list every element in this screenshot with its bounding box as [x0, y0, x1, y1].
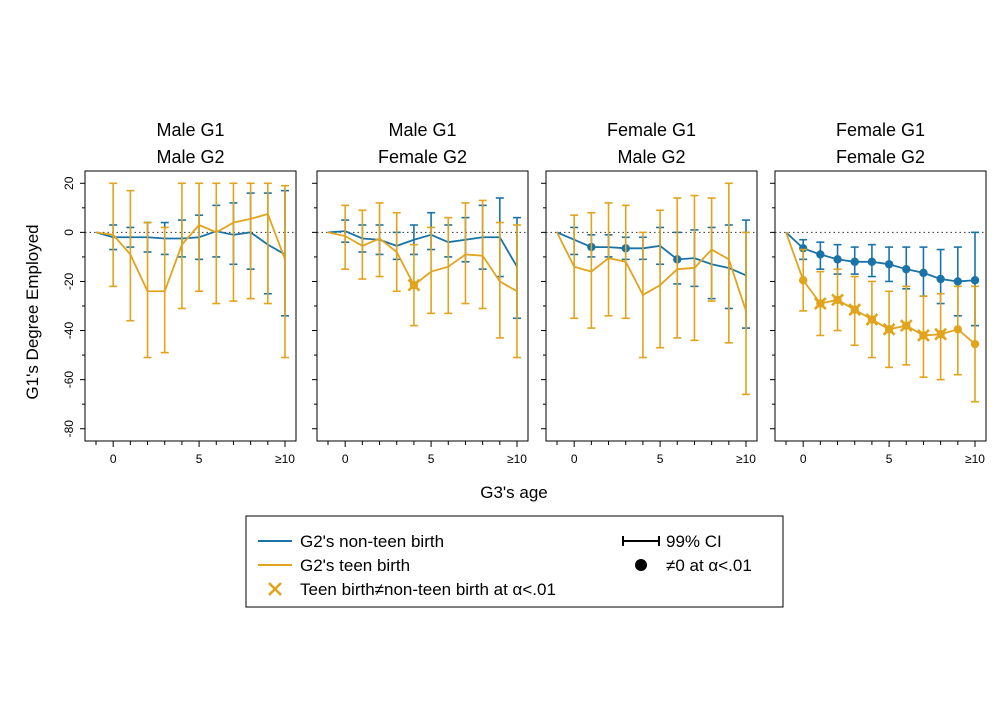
x-tick-label: ≥10 — [736, 452, 756, 466]
non-teen-sig-point — [798, 244, 808, 253]
panel-title-line2: Male G2 — [156, 147, 224, 167]
diff-x-marker — [407, 278, 421, 292]
non-teen-sig-point — [970, 276, 980, 285]
legend-diff-x-marker — [268, 582, 282, 596]
panel-title-line1: Female G1 — [607, 120, 696, 140]
x-tick-label: ≥10 — [507, 452, 527, 466]
panel-title-line2: Female G2 — [836, 147, 925, 167]
diff-x-marker-stroke — [848, 303, 862, 317]
non-teen-sig-point — [936, 274, 945, 284]
x-tick-label: 0 — [800, 452, 807, 466]
non-teen-sig-point — [867, 257, 877, 267]
teen-sig-point — [953, 325, 963, 334]
diff-x-marker — [917, 329, 930, 342]
x-tick-label: 0 — [110, 452, 117, 466]
y-tick-label: -40 — [62, 322, 76, 340]
teen-sig-point — [970, 339, 980, 349]
y-tick-label: -60 — [62, 371, 76, 389]
panel-title-line2: Male G2 — [617, 147, 685, 167]
legend-x-shape-stroke — [268, 582, 282, 596]
non-teen-sig-point — [833, 255, 842, 264]
legend-label-ci: 99% CI — [666, 532, 722, 551]
diff-x-marker-stroke — [899, 319, 913, 333]
legend-label-non-teen: G2's non-teen birth — [300, 532, 444, 551]
diff-x-marker-stroke — [831, 293, 844, 307]
non-teen-series-line — [95, 230, 286, 256]
panel-2: Male G1 Female G2 0 5 ≥10 — [312, 120, 529, 466]
diff-x-marker-stroke — [934, 327, 948, 341]
x-tick-label: 5 — [886, 452, 893, 466]
diff-x-marker-stroke — [882, 322, 896, 336]
legend-box — [245, 515, 784, 608]
legend-ci-marker — [622, 536, 660, 546]
x-axis-label: G3's age — [480, 483, 548, 502]
diff-x-marker-stroke — [407, 278, 421, 292]
y-axis-label: G1's Degree Employed — [23, 224, 42, 399]
diff-x-marker-stroke — [813, 297, 827, 310]
x-tick-label: 0 — [571, 452, 578, 466]
x-tick-label: ≥10 — [965, 452, 985, 466]
y-tick-label: -20 — [62, 272, 76, 290]
y-tick-label: -80 — [62, 420, 76, 438]
y-tick-label: 0 — [62, 229, 76, 236]
non-teen-sig-point — [884, 260, 894, 269]
teen-series-line — [95, 212, 286, 293]
diff-x-marker-stroke — [917, 329, 930, 342]
non-teen-sig-point — [919, 268, 928, 278]
teen-series-line — [556, 231, 747, 312]
legend-label-teen: G2's teen birth — [300, 556, 410, 575]
non-teen-sig-point — [902, 264, 911, 274]
panel-title-line1: Male G1 — [388, 120, 456, 140]
teen-series-line — [327, 231, 518, 293]
panel-1: Male G1 Male G2 20 0 -20 -40 -60 -80 0 5 ≥10 — [62, 120, 297, 466]
non-teen-series-line — [327, 230, 518, 268]
legend: G2's non-teen birth G2's teen birth Teen… — [245, 515, 784, 608]
diff-x-marker — [831, 293, 844, 307]
legend-label-sig: ≠0 at α<.01 — [666, 556, 752, 575]
panel-title-line1: Female G1 — [836, 120, 925, 140]
x-tick-label: 5 — [657, 452, 664, 466]
legend-sig-dot — [635, 559, 647, 571]
panel-title-line2: Female G2 — [378, 147, 467, 167]
teen-sig-point — [798, 276, 808, 285]
diff-x-marker — [934, 327, 948, 341]
non-teen-sig-point — [953, 277, 963, 286]
non-teen-sig-point — [816, 250, 825, 259]
diff-x-marker — [848, 303, 862, 317]
panel-3: Female G1 Male G2 0 5 ≥10 — [541, 120, 758, 466]
legend-x-shape — [268, 582, 282, 596]
x-tick-label: ≥10 — [275, 452, 295, 466]
diff-x-marker — [865, 313, 879, 326]
diff-x-marker — [899, 319, 913, 333]
x-tick-label: 5 — [428, 452, 435, 466]
x-tick-label: 0 — [342, 452, 349, 466]
legend-label-diff: Teen birth≠non-teen birth at α<.01 — [300, 580, 556, 599]
panel-4: Female G1 Female G2 0 5 ≥10 — [770, 120, 987, 466]
diff-x-marker — [882, 322, 896, 336]
panel-title-line1: Male G1 — [156, 120, 224, 140]
diff-x-marker-stroke — [865, 313, 879, 326]
y-tick-label: 20 — [62, 176, 76, 190]
diff-x-marker — [813, 297, 827, 310]
non-teen-sig-point — [850, 257, 859, 267]
x-tick-label: 5 — [196, 452, 203, 466]
